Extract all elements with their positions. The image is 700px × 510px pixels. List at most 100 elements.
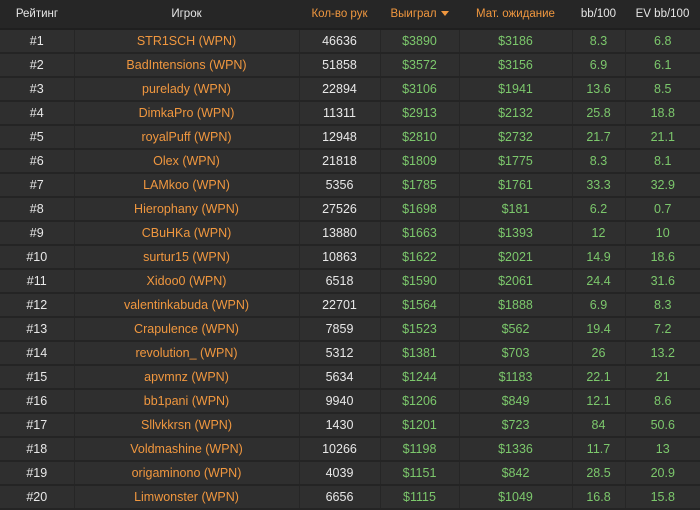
expectation-cell: $3156 (458, 53, 572, 78)
player-link[interactable]: Voldmashine (WPN) (73, 437, 299, 462)
bb100-cell: 33.3 (571, 173, 625, 198)
expectation-cell: $842 (458, 461, 572, 486)
player-link[interactable]: Crapulence (WPN) (73, 317, 299, 342)
player-link[interactable]: Limwonster (WPN) (73, 485, 299, 510)
header-won-label: Выиграл (390, 8, 437, 20)
bb100-cell: 21.7 (571, 125, 625, 150)
bb100-cell: 24.4 (571, 269, 625, 294)
header-expectation[interactable]: Мат. ожидание (459, 0, 572, 30)
rank-cell: #8 (0, 197, 74, 222)
hands-cell: 7859 (298, 317, 380, 342)
won-cell: $2810 (379, 125, 459, 150)
hands-cell: 6656 (298, 485, 380, 510)
won-cell: $1809 (379, 149, 459, 174)
table-row: #7 LAMkoo (WPN) 5356 $1785 $1761 33.3 32.9 (0, 173, 700, 198)
expectation-cell: $849 (458, 389, 572, 414)
bb100-cell: 6.9 (571, 293, 625, 318)
table-row: #4 DimkaPro (WPN) 11311 $2913 $2132 25.8 18.8 (0, 101, 700, 126)
ev-bb100-cell: 8.6 (624, 389, 700, 414)
bb100-cell: 13.6 (571, 77, 625, 102)
table-row: #15 apvmnz (WPN) 5634 $1244 $1183 22.1 21 (0, 365, 700, 390)
header-row: Рейтинг Игрок Кол-во рук Выиграл Мат. ож… (0, 0, 700, 30)
rank-cell: #18 (0, 437, 74, 462)
rank-cell: #1 (0, 29, 74, 54)
won-cell: $1151 (379, 461, 459, 486)
header-won[interactable]: Выиграл (380, 0, 459, 30)
table-row: #20 Limwonster (WPN) 6656 $1115 $1049 16.8 15.… (0, 485, 700, 510)
ev-bb100-cell: 31.6 (624, 269, 700, 294)
header-ev-bb100[interactable]: EV bb/100 (625, 0, 700, 30)
player-link[interactable]: Sllvkkrsn (WPN) (73, 413, 299, 438)
player-link[interactable]: Hierophany (WPN) (73, 197, 299, 222)
player-link[interactable]: valentinkabuda (WPN) (73, 293, 299, 318)
player-link[interactable]: STR1SCH (WPN) (73, 29, 299, 54)
won-cell: $1244 (379, 365, 459, 390)
hands-cell: 27526 (298, 197, 380, 222)
player-link[interactable]: Xidoo0 (WPN) (73, 269, 299, 294)
header-bb100[interactable]: bb/100 (572, 0, 625, 30)
expectation-cell: $2021 (458, 245, 572, 270)
expectation-cell: $562 (458, 317, 572, 342)
bb100-cell: 26 (571, 341, 625, 366)
hands-cell: 22894 (298, 77, 380, 102)
expectation-cell: $2732 (458, 125, 572, 150)
expectation-cell: $1049 (458, 485, 572, 510)
ev-bb100-cell: 18.8 (624, 101, 700, 126)
player-link[interactable]: Olex (WPN) (73, 149, 299, 174)
header-player[interactable]: Игрок (74, 0, 299, 30)
table-row: #12 valentinkabuda (WPN) 22701 $1564 $1888 6.… (0, 293, 700, 318)
bb100-cell: 84 (571, 413, 625, 438)
player-link[interactable]: purelady (WPN) (73, 77, 299, 102)
bb100-cell: 19.4 (571, 317, 625, 342)
expectation-cell: $1775 (458, 149, 572, 174)
won-cell: $1198 (379, 437, 459, 462)
rank-cell: #3 (0, 77, 74, 102)
won-cell: $1115 (379, 485, 459, 510)
header-rank[interactable]: Рейтинг (0, 0, 74, 30)
table-row: #5 royalPuff (WPN) 12948 $2810 $2732 21.7 21.1 (0, 125, 700, 150)
hands-cell: 5356 (298, 173, 380, 198)
expectation-cell: $1761 (458, 173, 572, 198)
won-cell: $1523 (379, 317, 459, 342)
rank-cell: #19 (0, 461, 74, 486)
won-cell: $1785 (379, 173, 459, 198)
ev-bb100-cell: 8.3 (624, 293, 700, 318)
player-link[interactable]: royalPuff (WPN) (73, 125, 299, 150)
bb100-cell: 11.7 (571, 437, 625, 462)
won-cell: $1590 (379, 269, 459, 294)
expectation-cell: $1941 (458, 77, 572, 102)
player-link[interactable]: apvmnz (WPN) (73, 365, 299, 390)
player-link[interactable]: origaminono (WPN) (73, 461, 299, 486)
rank-cell: #4 (0, 101, 74, 126)
bb100-cell: 6.9 (571, 53, 625, 78)
player-link[interactable]: bb1pani (WPN) (73, 389, 299, 414)
expectation-cell: $181 (458, 197, 572, 222)
rank-cell: #13 (0, 317, 74, 342)
won-cell: $3106 (379, 77, 459, 102)
expectation-cell: $1336 (458, 437, 572, 462)
player-link[interactable]: surtur15 (WPN) (73, 245, 299, 270)
expectation-cell: $703 (458, 341, 572, 366)
won-cell: $2913 (379, 101, 459, 126)
hands-cell: 5312 (298, 341, 380, 366)
sort-desc-icon (440, 11, 449, 17)
ev-bb100-cell: 50.6 (624, 413, 700, 438)
player-link[interactable]: CBuHKa (WPN) (73, 221, 299, 246)
hands-cell: 46636 (298, 29, 380, 54)
player-link[interactable]: BadIntensions (WPN) (73, 53, 299, 78)
player-link[interactable]: LAMkoo (WPN) (73, 173, 299, 198)
table-row: #8 Hierophany (WPN) 27526 $1698 $181 6.2 0.7 (0, 197, 700, 222)
ev-bb100-cell: 10 (624, 221, 700, 246)
expectation-cell: $3186 (458, 29, 572, 54)
header-hands[interactable]: Кол-во рук (299, 0, 380, 30)
hands-cell: 13880 (298, 221, 380, 246)
table-row: #2 BadIntensions (WPN) 51858 $3572 $3156 6.9 6… (0, 53, 700, 78)
rank-cell: #20 (0, 485, 74, 510)
table-row: #1 STR1SCH (WPN) 46636 $3890 $3186 8.3 6.8 (0, 29, 700, 54)
bb100-cell: 12 (571, 221, 625, 246)
player-link[interactable]: DimkaPro (WPN) (73, 101, 299, 126)
player-link[interactable]: revolution_ (WPN) (73, 341, 299, 366)
won-cell: $3572 (379, 53, 459, 78)
won-cell: $1564 (379, 293, 459, 318)
rank-cell: #2 (0, 53, 74, 78)
